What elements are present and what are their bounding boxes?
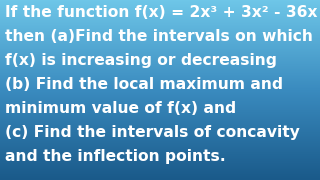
Text: and the inflection points.: and the inflection points. — [5, 149, 226, 164]
Text: (c) Find the intervals of concavity: (c) Find the intervals of concavity — [5, 125, 300, 140]
Text: If the function f(x) = 2x³ + 3x² - 36x: If the function f(x) = 2x³ + 3x² - 36x — [5, 5, 317, 20]
Text: f(x) is increasing or decreasing: f(x) is increasing or decreasing — [5, 53, 277, 68]
Text: (b) Find the local maximum and: (b) Find the local maximum and — [5, 77, 283, 92]
Text: minimum value of f(x) and: minimum value of f(x) and — [5, 101, 236, 116]
Text: then (a)Find the intervals on which: then (a)Find the intervals on which — [5, 29, 313, 44]
